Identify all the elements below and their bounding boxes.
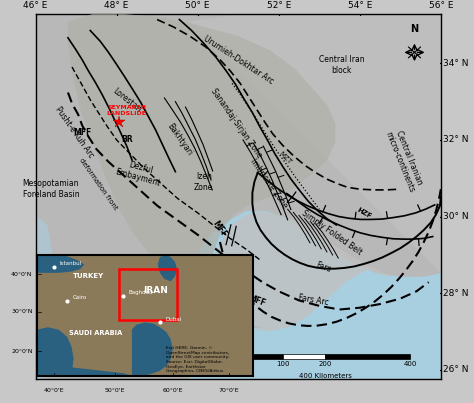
Text: 70°0'E: 70°0'E bbox=[219, 388, 239, 393]
Text: HZF: HZF bbox=[356, 206, 372, 219]
Text: MZT: MZT bbox=[277, 151, 292, 166]
Text: N: N bbox=[410, 24, 419, 34]
Text: 40°0'N: 40°0'N bbox=[11, 272, 33, 276]
Text: Bakhtyari: Bakhtyari bbox=[165, 122, 194, 158]
Text: 30° N: 30° N bbox=[443, 212, 468, 221]
Text: deformation front: deformation front bbox=[78, 157, 118, 211]
Text: Dubai: Dubai bbox=[165, 317, 182, 322]
Text: 400 Kilometers: 400 Kilometers bbox=[299, 373, 352, 379]
Bar bbox=[240, 354, 283, 359]
Text: 0: 0 bbox=[238, 361, 243, 367]
Text: Izeh
Zone: Izeh Zone bbox=[194, 172, 213, 191]
Text: 48° E: 48° E bbox=[104, 1, 129, 10]
Text: 30°0'N: 30°0'N bbox=[11, 309, 33, 314]
Text: 52° E: 52° E bbox=[266, 1, 291, 10]
Polygon shape bbox=[37, 327, 73, 376]
Polygon shape bbox=[158, 255, 177, 281]
Text: 56° E: 56° E bbox=[428, 1, 453, 10]
Bar bbox=[283, 354, 325, 359]
Polygon shape bbox=[132, 322, 173, 376]
Text: 400: 400 bbox=[404, 361, 417, 367]
Text: MFF: MFF bbox=[246, 293, 266, 308]
Text: Persian Gulf: Persian Gulf bbox=[201, 274, 227, 320]
Text: Pusht-e Kuh Arc: Pusht-e Kuh Arc bbox=[53, 105, 95, 160]
Text: MFF: MFF bbox=[73, 128, 91, 137]
Text: Esri HERE, Garmin, ©
OpenStreetMap contributors,
and the GIS user community;
Sou: Esri HERE, Garmin, © OpenStreetMap contr… bbox=[166, 346, 230, 373]
Text: Central Iran
block: Central Iran block bbox=[319, 56, 365, 75]
Text: Simply Folded Belt: Simply Folded Belt bbox=[300, 209, 363, 257]
Text: 20°0'N: 20°0'N bbox=[11, 349, 33, 354]
Polygon shape bbox=[182, 211, 441, 379]
Text: 100: 100 bbox=[276, 361, 290, 367]
Text: Fars Arc: Fars Arc bbox=[297, 293, 329, 307]
Text: BR: BR bbox=[121, 135, 133, 144]
Text: MFF: MFF bbox=[211, 219, 229, 239]
Text: 34° N: 34° N bbox=[443, 59, 468, 68]
Text: 60°0'E: 60°0'E bbox=[163, 388, 183, 393]
Text: Dezful
Embayment: Dezful Embayment bbox=[114, 158, 164, 188]
Text: Cairo: Cairo bbox=[73, 295, 87, 300]
Text: 46° E: 46° E bbox=[23, 1, 48, 10]
Text: TURKEY: TURKEY bbox=[73, 274, 104, 279]
Text: 200: 200 bbox=[319, 361, 332, 367]
Text: Istanbul: Istanbul bbox=[60, 261, 82, 266]
Text: SEYMAREH
LANDSLIDE: SEYMAREH LANDSLIDE bbox=[107, 105, 147, 116]
Text: Mesopotamian
Foreland Basin: Mesopotamian Foreland Basin bbox=[23, 179, 79, 199]
Text: 32° N: 32° N bbox=[443, 135, 468, 144]
Text: Imbricate Zone: Imbricate Zone bbox=[248, 157, 289, 210]
Text: Central Iranian
micro-continents: Central Iranian micro-continents bbox=[383, 126, 426, 194]
Text: 50° E: 50° E bbox=[185, 1, 210, 10]
Polygon shape bbox=[190, 14, 441, 331]
Text: IRAN: IRAN bbox=[143, 287, 168, 295]
Text: Lorestan: Lorestan bbox=[111, 86, 143, 114]
Text: Urumieh-Dokhtar Arc: Urumieh-Dokhtar Arc bbox=[201, 34, 275, 85]
Text: SAUDI ARABIA: SAUDI ARABIA bbox=[69, 330, 122, 336]
Text: Sanandaj-Sirjan Zone: Sanandaj-Sirjan Zone bbox=[209, 87, 264, 160]
Text: 50°0'E: 50°0'E bbox=[104, 388, 125, 393]
Polygon shape bbox=[37, 255, 84, 273]
Text: Fars: Fars bbox=[314, 261, 332, 274]
Bar bbox=[119, 269, 177, 320]
Polygon shape bbox=[37, 364, 132, 376]
Text: 40°0'E: 40°0'E bbox=[44, 388, 64, 393]
Polygon shape bbox=[68, 14, 336, 328]
Text: 28° N: 28° N bbox=[443, 289, 468, 297]
Text: 54° E: 54° E bbox=[347, 1, 372, 10]
Polygon shape bbox=[36, 215, 52, 379]
Text: 26° N: 26° N bbox=[443, 365, 468, 374]
Text: Baghdad: Baghdad bbox=[128, 290, 153, 295]
Bar bbox=[325, 354, 410, 359]
